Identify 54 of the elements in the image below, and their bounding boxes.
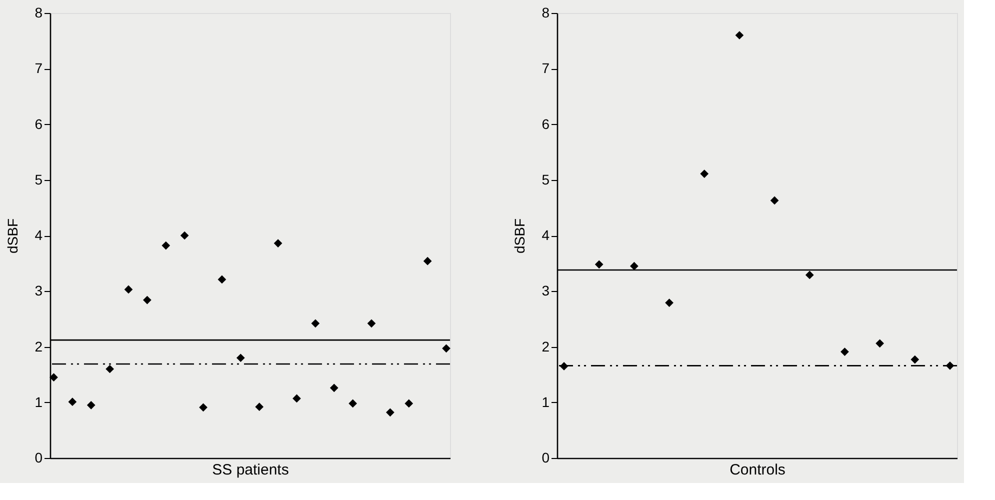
point: [50, 373, 58, 382]
y-tick-label: 3: [34, 282, 43, 299]
point: [630, 262, 638, 270]
point: [367, 319, 376, 328]
point: [330, 384, 338, 392]
point: [770, 196, 779, 205]
x-axis-title: Controls: [730, 462, 786, 478]
y-tick-label: 3: [542, 282, 550, 299]
y-tick-label: 6: [34, 116, 43, 132]
y-axis-title: dSBF: [4, 218, 21, 254]
y-tick-label: 5: [542, 171, 550, 188]
point: [348, 399, 357, 408]
point: [423, 256, 432, 266]
y-tick-label: 8: [34, 4, 43, 20]
y-tick-label: 4: [34, 227, 43, 243]
y-tick-label: 1: [34, 394, 43, 410]
y-tick-label: 2: [34, 338, 43, 354]
point: [199, 403, 208, 412]
y-tick-label: 1: [542, 394, 550, 410]
y-tick-label: 7: [34, 60, 43, 76]
point: [274, 239, 282, 248]
y-axis-title: dSBF: [512, 218, 528, 254]
point: [86, 400, 96, 410]
point: [218, 275, 226, 284]
point: [404, 399, 414, 408]
point: [143, 296, 152, 304]
point: [162, 241, 170, 250]
point: [840, 348, 849, 356]
point: [442, 344, 450, 353]
point: [68, 398, 77, 406]
point: [735, 31, 744, 40]
y-tick-label: 0: [34, 450, 43, 466]
point: [255, 402, 264, 412]
point: [311, 319, 320, 328]
y-tick-label: 0: [542, 450, 550, 466]
point: [180, 231, 189, 240]
y-tick-label: 4: [542, 227, 550, 243]
y-tick-label: 8: [542, 4, 550, 20]
point: [700, 170, 709, 178]
y-tick-label: 5: [34, 171, 43, 188]
y-tick-label: 7: [542, 60, 550, 76]
point: [805, 270, 814, 280]
point: [292, 394, 301, 403]
point: [876, 339, 884, 348]
x-axis-title: SS patients: [212, 462, 289, 478]
point: [665, 298, 674, 307]
point: [594, 260, 604, 269]
point: [106, 364, 114, 374]
y-tick-label: 2: [542, 338, 550, 354]
point: [386, 408, 394, 417]
point: [236, 354, 245, 362]
point: [124, 285, 133, 294]
y-tick-label: 6: [542, 116, 550, 132]
point: [910, 355, 920, 364]
